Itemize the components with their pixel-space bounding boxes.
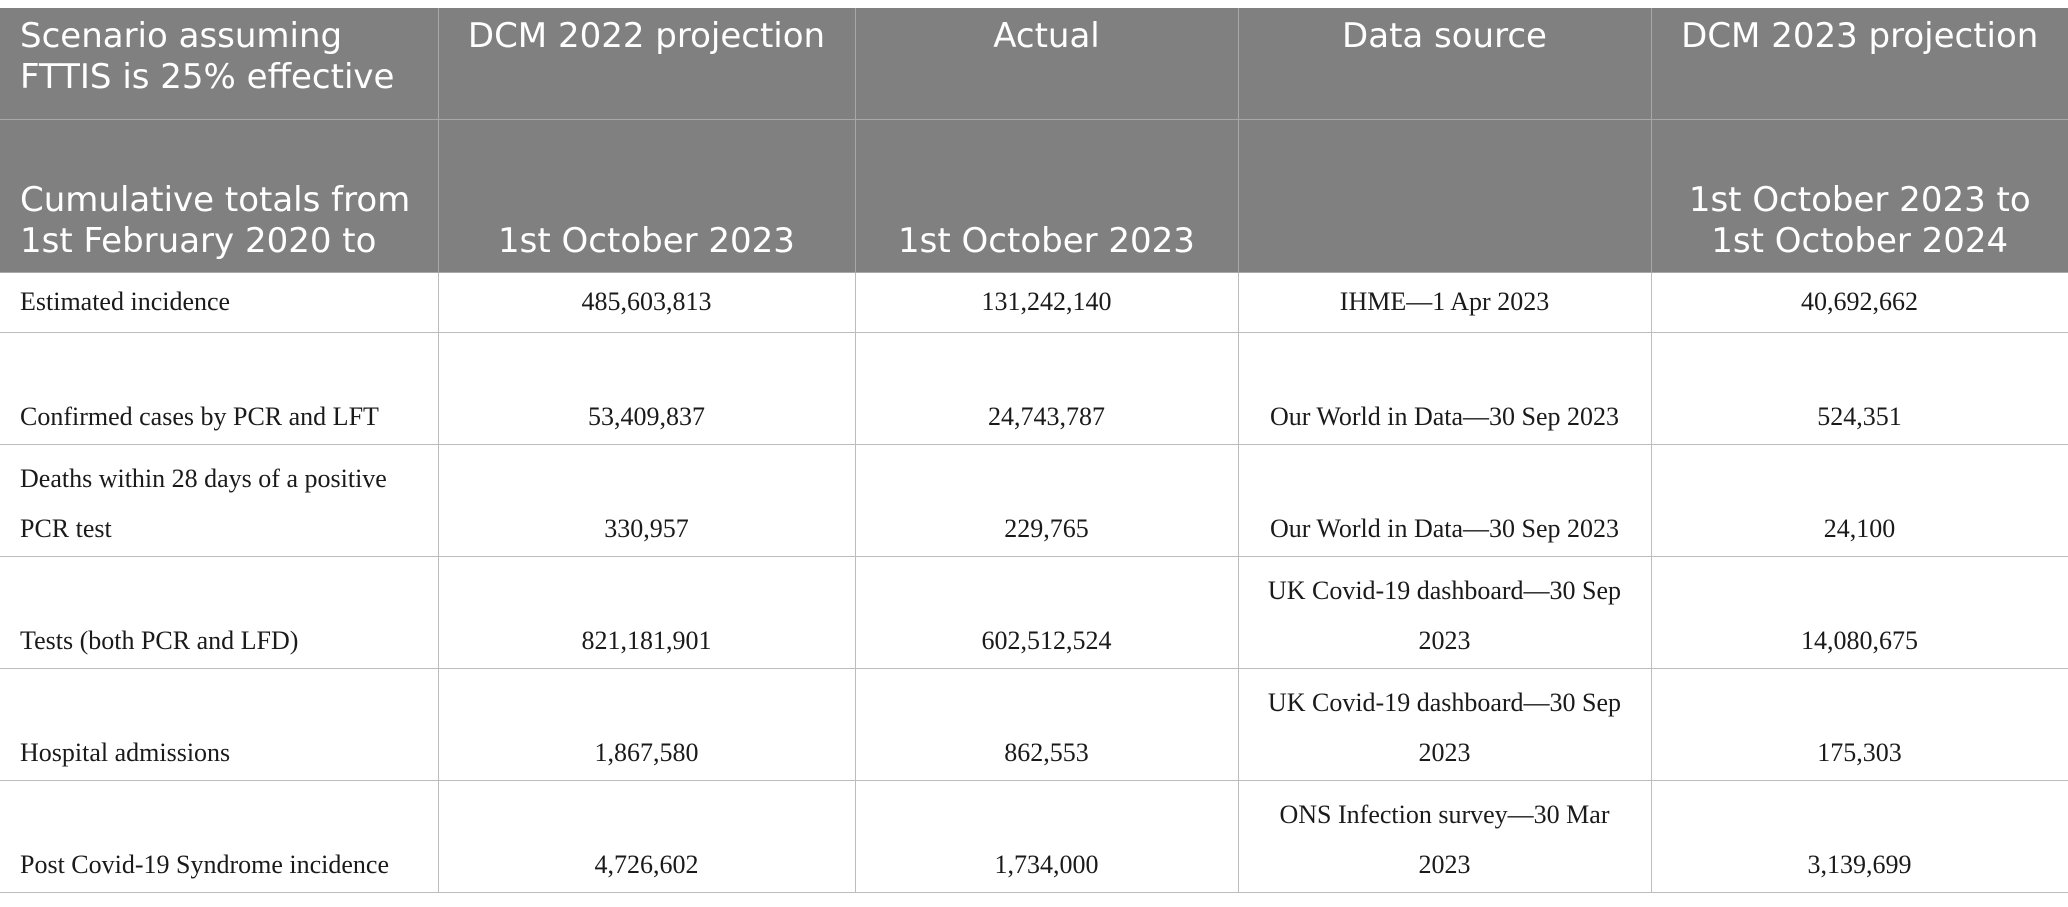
header-actual-period: 1st October 2023 [855, 119, 1239, 273]
table-body: Estimated incidence 485,603,813 131,242,… [0, 272, 2068, 893]
actual-value: 24,743,787 [855, 332, 1239, 445]
dcm-2022-value: 330,957 [438, 444, 856, 557]
header-cumulative-totals: Cumulative totals from 1st February 2020… [0, 119, 439, 273]
data-source-value: Our World in Data—30 Sep 2023 [1238, 444, 1652, 557]
header-dcm-2023-projection: DCM 2023 projection [1651, 8, 2068, 120]
actual-value: 229,765 [855, 444, 1239, 557]
data-source-value: UK Covid-19 dashboard—30 Sep 2023 [1238, 556, 1652, 669]
projection-table: Scenario assuming FTTIS is 25% effective… [0, 8, 2068, 893]
table-row: Tests (both PCR and LFD) 821,181,901 602… [0, 556, 2068, 669]
dcm-2022-value: 821,181,901 [438, 556, 856, 669]
table-row: Hospital admissions 1,867,580 862,553 UK… [0, 668, 2068, 781]
dcm-2023-value: 24,100 [1651, 444, 2068, 557]
row-label: Deaths within 28 days of a positive PCR … [0, 444, 439, 557]
dcm-2023-value: 14,080,675 [1651, 556, 2068, 669]
dcm-2022-value: 53,409,837 [438, 332, 856, 445]
row-label: Estimated incidence [0, 272, 439, 333]
data-source-value: UK Covid-19 dashboard—30 Sep 2023 [1238, 668, 1652, 781]
table-row: Post Covid-19 Syndrome incidence 4,726,6… [0, 780, 2068, 893]
dcm-2023-value: 175,303 [1651, 668, 2068, 781]
table-row: Confirmed cases by PCR and LFT 53,409,83… [0, 332, 2068, 445]
row-label: Confirmed cases by PCR and LFT [0, 332, 439, 445]
actual-value: 1,734,000 [855, 780, 1239, 893]
header-data-source: Data source [1238, 8, 1652, 120]
projection-table-container: Scenario assuming FTTIS is 25% effective… [0, 8, 2068, 893]
header-actual: Actual [855, 8, 1239, 120]
row-label: Post Covid-19 Syndrome incidence [0, 780, 439, 893]
data-source-value: Our World in Data—30 Sep 2023 [1238, 332, 1652, 445]
table-row: Estimated incidence 485,603,813 131,242,… [0, 272, 2068, 333]
table-header: Scenario assuming FTTIS is 25% effective… [0, 8, 2068, 273]
row-label: Hospital admissions [0, 668, 439, 781]
table-row: Deaths within 28 days of a positive PCR … [0, 444, 2068, 557]
dcm-2023-value: 40,692,662 [1651, 272, 2068, 333]
header-row-scenario: Scenario assuming FTTIS is 25% effective… [0, 8, 2068, 120]
data-source-value: IHME—1 Apr 2023 [1238, 272, 1652, 333]
header-row-period: Cumulative totals from 1st February 2020… [0, 119, 2068, 273]
header-dcm-2022-projection: DCM 2022 projection [438, 8, 856, 120]
row-label: Tests (both PCR and LFD) [0, 556, 439, 669]
header-dcm-2022-period: 1st October 2023 [438, 119, 856, 273]
data-source-value: ONS Infection survey—30 Mar 2023 [1238, 780, 1652, 893]
actual-value: 602,512,524 [855, 556, 1239, 669]
header-scenario: Scenario assuming FTTIS is 25% effective [0, 8, 439, 120]
dcm-2022-value: 1,867,580 [438, 668, 856, 781]
header-dcm-2023-period: 1st October 2023 to 1st October 2024 [1651, 119, 2068, 273]
dcm-2022-value: 4,726,602 [438, 780, 856, 893]
dcm-2023-value: 524,351 [1651, 332, 2068, 445]
header-data-source-period [1238, 119, 1652, 273]
actual-value: 131,242,140 [855, 272, 1239, 333]
dcm-2022-value: 485,603,813 [438, 272, 856, 333]
actual-value: 862,553 [855, 668, 1239, 781]
dcm-2023-value: 3,139,699 [1651, 780, 2068, 893]
